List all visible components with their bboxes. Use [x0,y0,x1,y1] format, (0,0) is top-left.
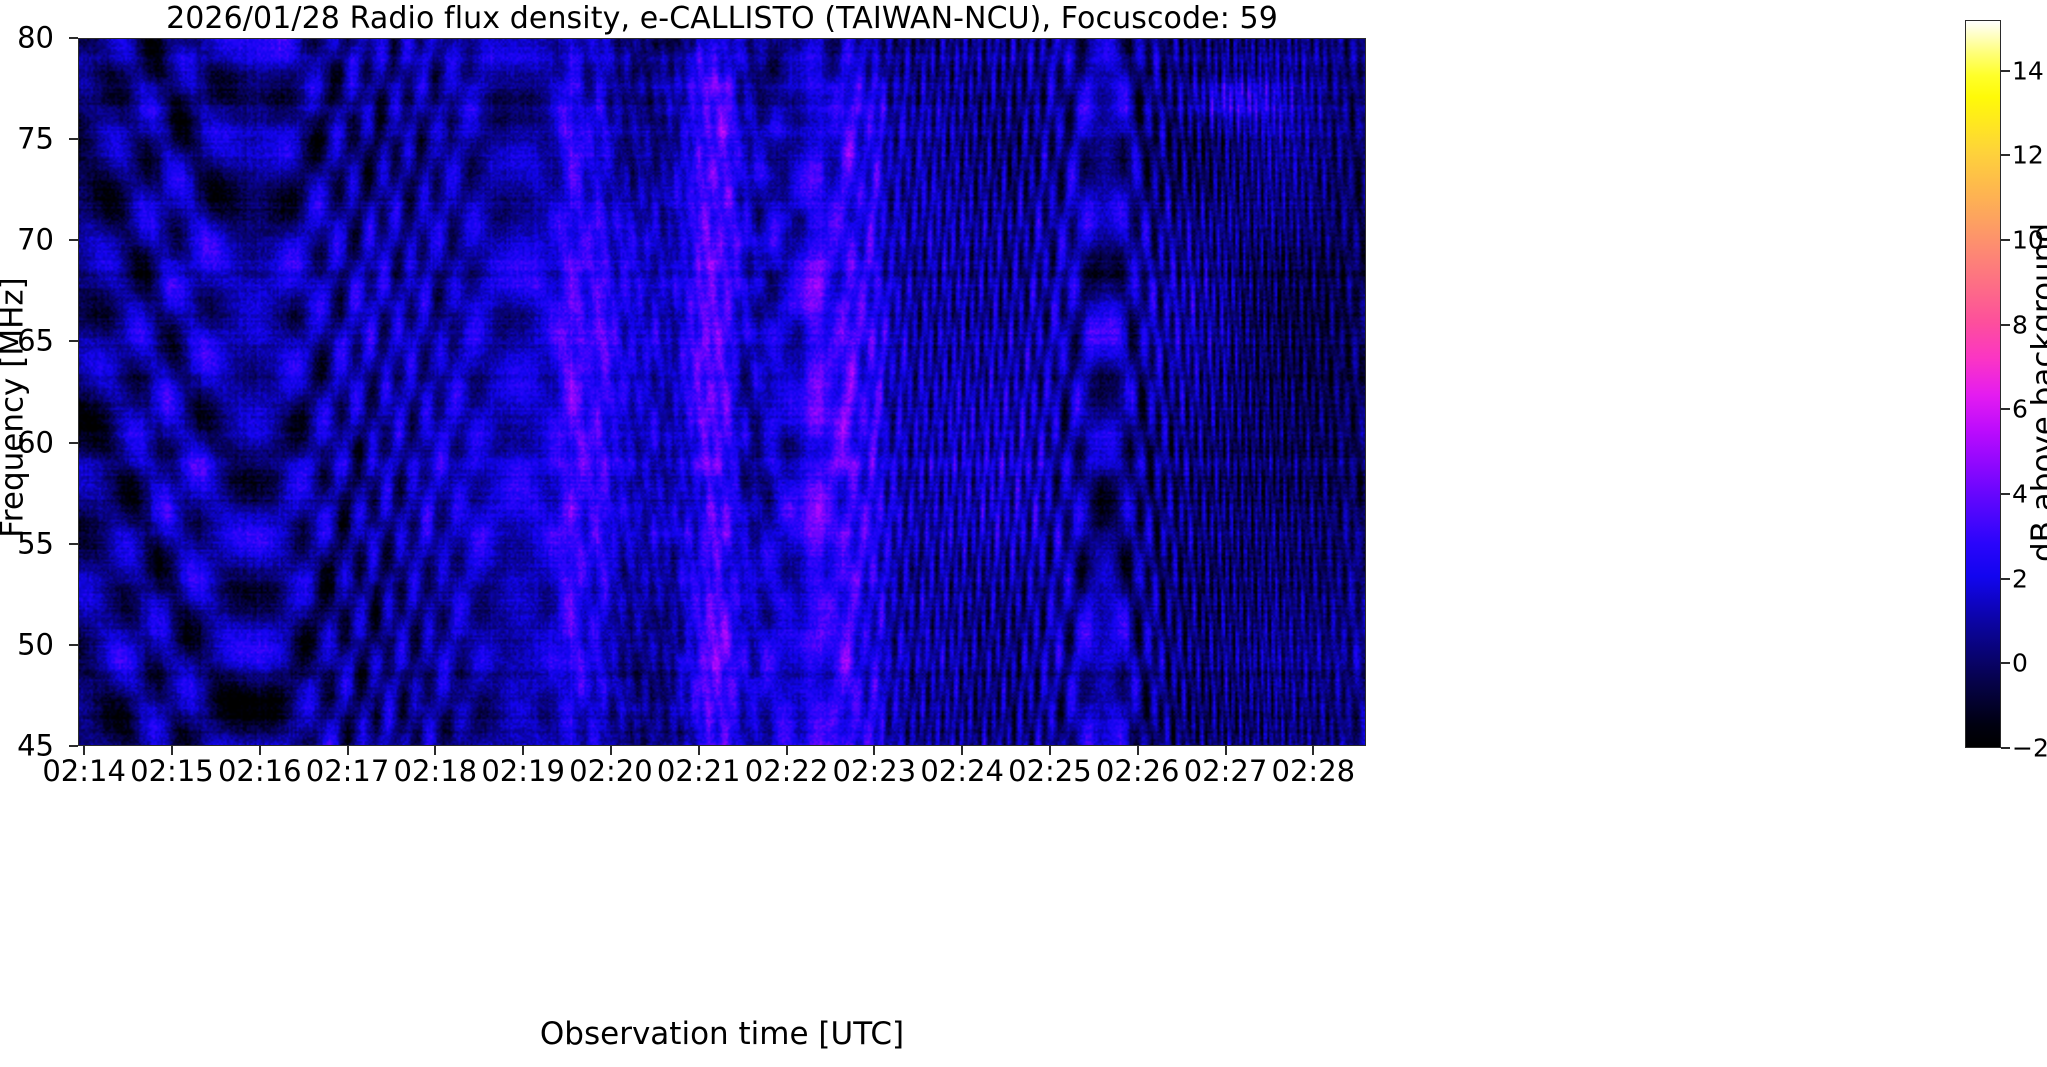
x-tick-label: 02:25 [1008,754,1092,788]
y-tick-label: 70 [17,222,54,257]
y-tick-label: 50 [17,627,54,662]
x-tickmark [1048,746,1051,755]
colorbar-tickmark [2001,154,2010,157]
colorbar-tickmark [2001,239,2010,242]
x-tick-label: 02:20 [569,754,653,788]
y-tickmark [69,138,78,141]
x-tick-label: 02:28 [1271,754,1356,788]
colorbar-tick-label: 12 [2012,140,2044,170]
colorbar-tickmark [2001,323,2010,326]
y-tickmark [69,542,78,545]
x-tick-label: 02:26 [1095,754,1180,788]
page-title: 2026/01/28 Radio flux density, e-CALLIST… [166,1,1278,36]
y-tickmark [69,37,78,39]
x-tick-label: 02:24 [920,754,1004,788]
x-tickmark [785,746,788,755]
y-tick-label: 60 [17,425,54,460]
x-tickmark [1136,746,1139,755]
y-tick-label: 80 [17,20,54,55]
colorbar-tick-label: 14 [2012,56,2044,86]
spectrogram-image [79,39,1365,745]
x-axis-label: Observation time [UTC] [539,1016,905,1052]
y-tick-label: 65 [17,323,54,358]
x-tickmark [873,746,876,755]
x-tick-label: 02:18 [393,754,478,788]
x-axis-tickmarks [78,746,1366,756]
x-axis-tick-labels: 02:14 02:15 02:16 02:17 02:18 02:19 02:20 02:21… [42,754,1366,795]
colorbar-tickmark [2001,577,2010,580]
colorbar-tickmarks [2001,20,2013,749]
y-tick-label: 75 [17,121,54,156]
colorbar-tickmark [2001,408,2010,411]
y-axis-label: Frequency [MHz] [0,277,31,538]
y-tickmark [69,340,78,343]
colorbar-tickmark [2001,662,2010,665]
colorbar-tick-label: 10 [2012,225,2044,255]
x-tickmark [258,746,261,755]
y-axis-tick-labels: 80 75 70 65 60 55 50 45 [0,23,68,760]
x-tick-label: 02:22 [744,754,829,788]
colorbar[interactable] [1965,20,2001,748]
x-tick-label: 02:14 [42,754,126,788]
y-tick-label: 45 [17,728,54,763]
x-tickmark [609,746,612,755]
colorbar-tickmark [2001,493,2010,496]
colorbar-tick-label: 4 [2012,479,2028,509]
x-tick-label: 02:27 [1183,754,1268,788]
spectrogram-plot-area[interactable] [78,38,1366,746]
y-tick-label: 55 [17,526,54,561]
x-tickmark [961,746,964,755]
y-tickmark [69,239,78,242]
colorbar-tick-label: 2 [2012,564,2028,594]
x-tickmark [1312,746,1315,755]
y-tickmark [69,643,78,646]
x-tickmark [83,746,86,755]
x-tickmark [346,746,349,755]
x-tick-label: 02:19 [481,754,565,788]
x-tickmark [1224,746,1227,755]
colorbar-tick-label: 0 [2012,648,2028,678]
colorbar-tick-label: 6 [2012,394,2028,424]
y-tickmark [69,745,78,747]
x-tick-label: 02:23 [832,754,917,788]
x-tickmark [522,746,525,755]
colorbar-tickmark [2001,69,2010,72]
colorbar-tickmark [2001,747,2010,749]
colorbar-tick-labels: 14 12 10 8 6 4 2 0 −2 [2012,20,2047,760]
colorbar-tick-label: 8 [2012,310,2028,340]
x-tick-label: 02:15 [130,754,214,788]
x-tick-label: 02:21 [656,754,741,788]
x-tick-label: 02:17 [305,754,390,788]
y-axis-tickmarks [68,37,78,747]
colorbar-label: dB above background [2025,222,2047,563]
y-tickmark [69,441,78,444]
colorbar-gradient [1966,21,2000,747]
x-tickmark [170,746,173,755]
x-tickmark [697,746,700,755]
colorbar-tick-label: −2 [2012,733,2047,763]
x-tick-label: 02:16 [217,754,302,788]
x-tickmark [434,746,437,755]
